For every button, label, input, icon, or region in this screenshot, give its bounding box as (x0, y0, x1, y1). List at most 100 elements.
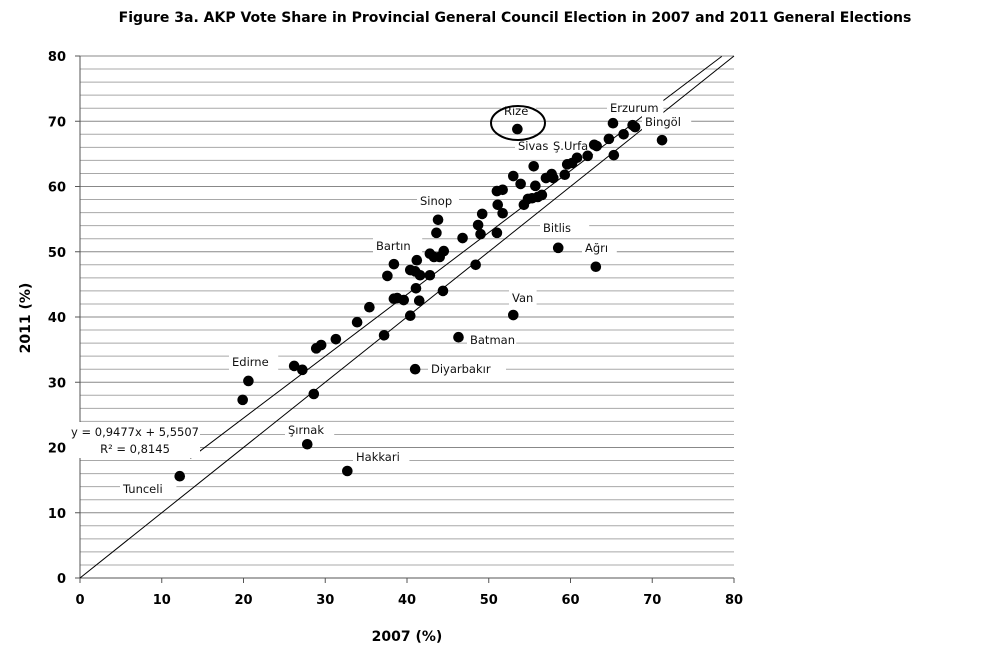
chart-title: Figure 3a. AKP Vote Share in Provincial … (118, 10, 912, 26)
y-tick-label: 10 (48, 507, 66, 522)
data-point (308, 388, 320, 400)
x-axis-label: 2007 (%) (372, 629, 443, 645)
point-label-background (467, 332, 517, 348)
data-point (656, 134, 668, 146)
point-label-Hakkari: Hakkari (356, 450, 400, 464)
trendline-r2: R² = 0,8145 (100, 442, 170, 456)
data-point (315, 339, 327, 351)
data-point (297, 364, 308, 376)
point-label-background (515, 138, 557, 154)
data-point (491, 227, 503, 239)
data-point (351, 316, 363, 328)
data-point (618, 129, 629, 140)
data-point (608, 149, 620, 161)
data-point-Erzurum (607, 117, 619, 129)
data-point-Diyarbakır (409, 363, 421, 375)
data-point-Bingöl (629, 121, 641, 133)
data-point (330, 333, 342, 345)
data-point (476, 208, 488, 220)
y-tick-label: 50 (48, 246, 66, 261)
x-tick-label: 20 (234, 593, 252, 608)
point-label-Şırnak: Şırnak (288, 423, 324, 437)
point-label-background (229, 354, 279, 370)
data-point-Sinop (432, 214, 444, 226)
y-tick-label: 0 (57, 572, 66, 587)
data-point-Tunceli (174, 470, 186, 482)
data-point (507, 170, 519, 182)
data-point-Ağrı (590, 261, 602, 273)
data-point (548, 172, 559, 184)
data-point (472, 219, 484, 231)
data-point (411, 254, 423, 266)
data-point (364, 301, 375, 313)
data-point (437, 285, 449, 297)
data-point-Sivas (528, 160, 540, 172)
data-point-Bartın (388, 258, 400, 270)
data-point (470, 259, 481, 271)
data-point-Van (507, 309, 519, 321)
point-label-Ş.Urfa: Ş.Urfa (553, 139, 588, 153)
y-tick-label: 70 (48, 115, 66, 130)
point-label-Erzurum: Erzurum (610, 101, 659, 115)
point-label-background (373, 238, 423, 254)
data-point (438, 245, 450, 257)
point-label-background (120, 481, 177, 497)
data-point (413, 295, 425, 306)
x-tick-label: 10 (153, 593, 171, 608)
data-point-Ş.Urfa (561, 159, 573, 170)
x-tick-label: 0 (75, 593, 84, 608)
equation-background (72, 422, 200, 458)
data-point (497, 184, 508, 196)
point-label-background (509, 290, 537, 306)
data-point-Hakkari (342, 465, 353, 477)
data-point (475, 228, 486, 240)
point-label-Tunceli: Tunceli (122, 482, 163, 496)
data-point (536, 189, 548, 201)
data-point (431, 227, 442, 239)
point-label-Bartın: Bartın (376, 239, 411, 253)
data-point (591, 140, 602, 152)
x-tick-label: 80 (725, 593, 743, 608)
point-label-Ağrı: Ağrı (585, 241, 608, 255)
data-point-Bitlis (552, 242, 564, 254)
y-tick-label: 30 (48, 376, 66, 391)
y-tick-label: 20 (48, 442, 66, 457)
point-label-background (642, 114, 692, 130)
point-label-background (428, 361, 506, 377)
data-point (571, 152, 583, 164)
data-point (497, 207, 508, 219)
point-label-Bingöl: Bingöl (645, 115, 681, 129)
y-tick-label: 80 (48, 50, 66, 65)
x-tick-label: 30 (316, 593, 334, 608)
point-label-Edirne: Edirne (232, 355, 269, 369)
point-label-Batman: Batman (470, 333, 515, 347)
data-point (382, 270, 393, 282)
point-label-background (550, 138, 600, 154)
data-point-Batman (453, 331, 464, 343)
data-point-Rize (512, 123, 523, 135)
data-point (410, 282, 422, 294)
data-point (424, 269, 436, 281)
data-point (414, 269, 426, 281)
y-tick-label: 40 (48, 311, 66, 326)
data-point (530, 180, 541, 192)
x-tick-label: 40 (398, 593, 416, 608)
y-tick-label: 60 (48, 181, 66, 196)
point-label-Sivas: Sivas (518, 139, 548, 153)
data-point (404, 310, 416, 321)
x-tick-label: 60 (561, 593, 579, 608)
data-point (492, 199, 504, 211)
data-point (603, 133, 615, 145)
data-point (288, 360, 300, 372)
data-point-Edirne (243, 375, 254, 387)
data-point (582, 150, 593, 162)
point-label-background (607, 100, 664, 116)
data-point (378, 329, 390, 341)
x-tick-label: 50 (480, 593, 498, 608)
point-label-background (582, 240, 617, 256)
point-label-Bitlis: Bitlis (543, 221, 571, 235)
y-axis-label: 2011 (%) (18, 283, 34, 354)
point-label-Sinop: Sinop (420, 194, 452, 208)
point-label-Van: Van (512, 291, 533, 305)
